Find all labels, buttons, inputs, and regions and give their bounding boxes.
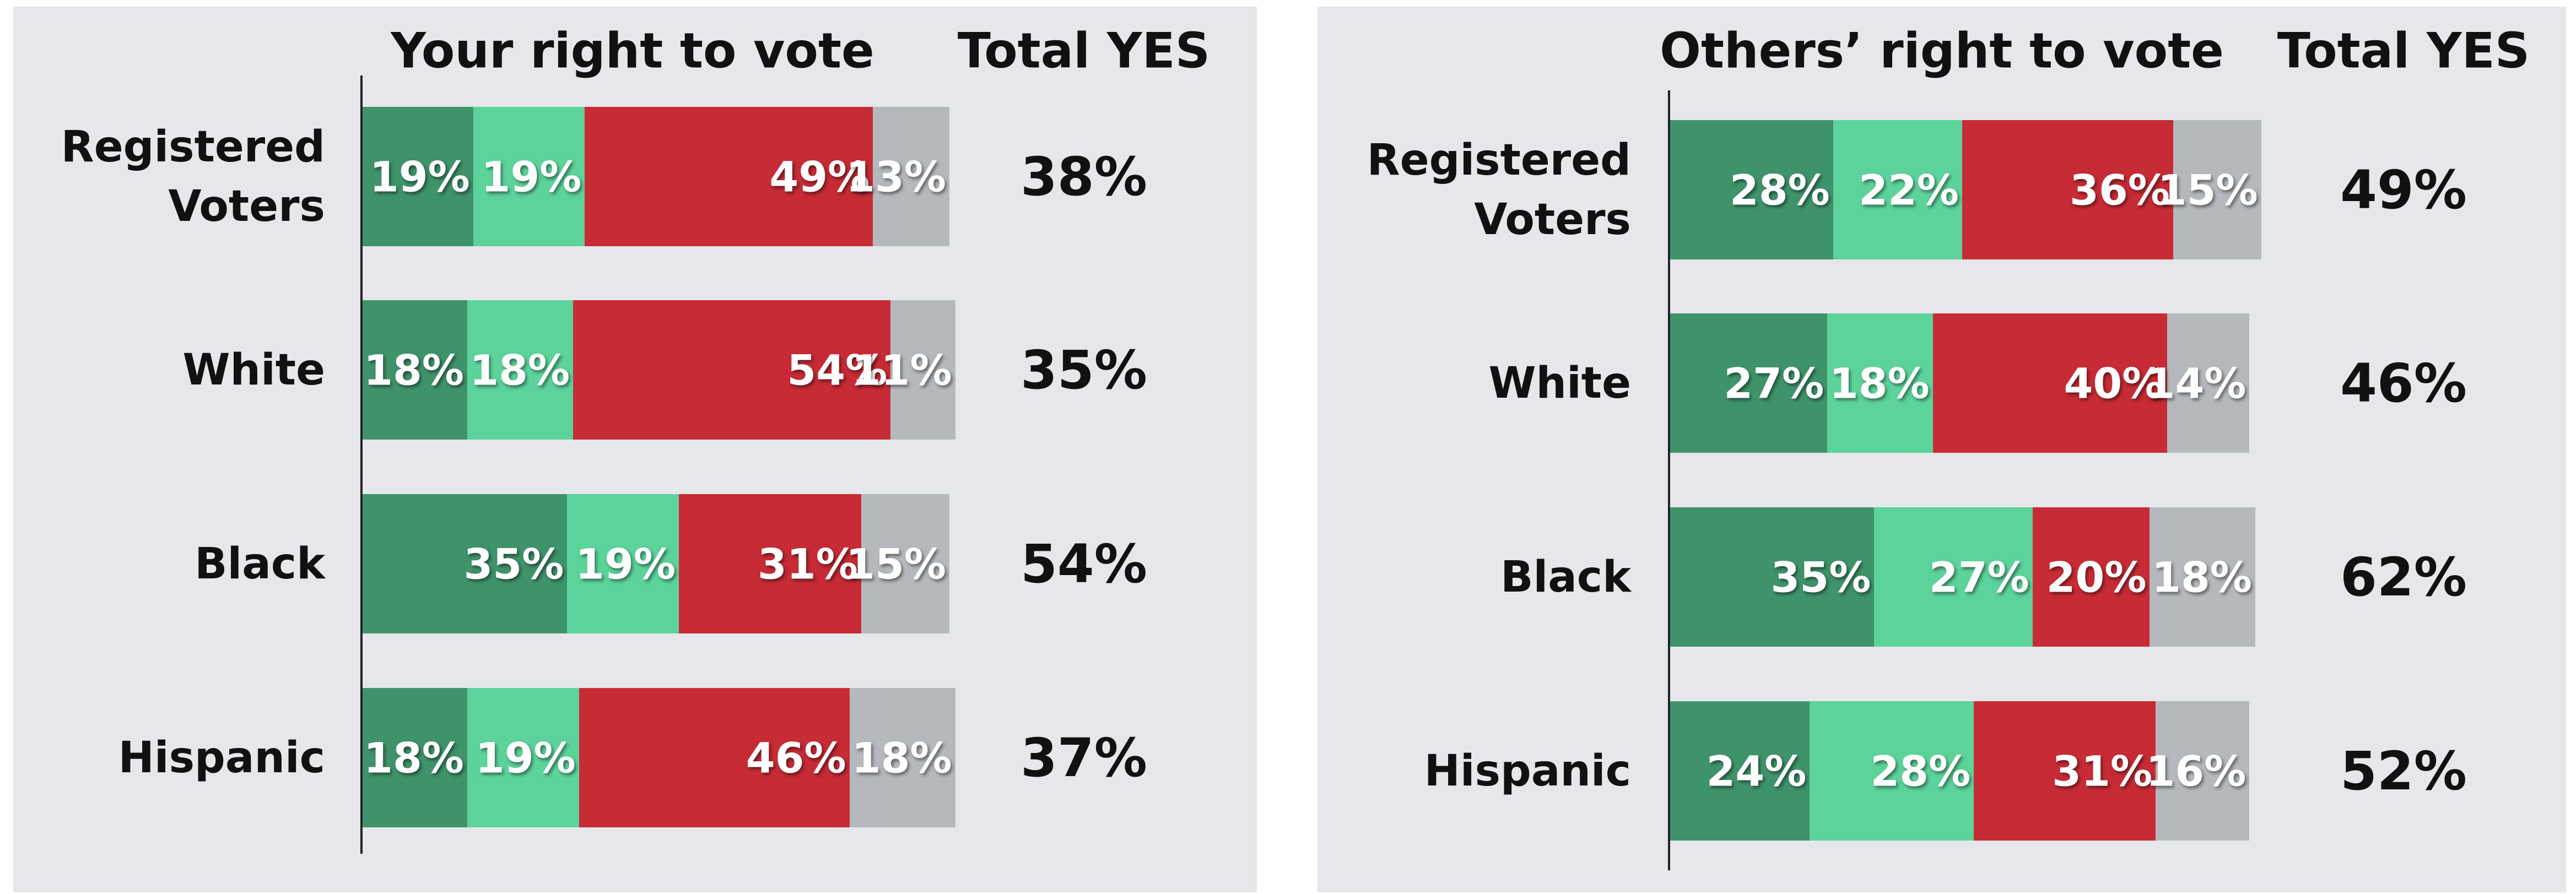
data-label: 54% (787, 345, 888, 394)
bar-segment (2167, 313, 2250, 453)
data-label: 36% (2070, 165, 2170, 214)
axis-line (1668, 90, 1670, 870)
category-label: White (1488, 358, 1632, 408)
data-label: 46% (746, 733, 846, 782)
bar-segment (861, 494, 949, 633)
bar-segment (849, 688, 955, 827)
data-label: 11% (851, 345, 952, 394)
bar-segment (585, 107, 873, 246)
data-label: 14% (2146, 359, 2246, 408)
bar-segment (679, 494, 861, 633)
bar-segment (467, 300, 574, 440)
category-label: Black (195, 539, 325, 589)
bar-segment (1833, 120, 1962, 259)
bar-segment (1962, 120, 2174, 259)
total-value: 38% (1020, 145, 1147, 208)
category-label: Registered Voters (1367, 135, 1631, 245)
total-value: 54% (1020, 533, 1147, 595)
data-label: 35% (463, 539, 564, 588)
total-value: 52% (2340, 740, 2467, 802)
total-value: 37% (1020, 727, 1147, 789)
bar-segment (1669, 701, 1810, 841)
category-label: Black (1500, 552, 1631, 602)
bar-segment (1669, 120, 1833, 259)
data-label: 18% (364, 733, 465, 782)
data-label: 31% (2052, 746, 2153, 795)
bar-segment (361, 300, 468, 440)
total-value: 35% (1020, 339, 1147, 401)
data-label: 24% (1706, 746, 1807, 795)
data-label: 15% (2157, 165, 2258, 214)
bar-segment (1669, 507, 1875, 647)
data-label: 27% (1929, 552, 2029, 602)
bar-segment (361, 688, 468, 827)
data-label: 19% (475, 733, 576, 782)
bar-segment (567, 494, 679, 633)
data-label: 15% (846, 539, 946, 588)
totals-header: Total YES (2277, 22, 2530, 79)
data-label: 13% (846, 152, 946, 201)
chart-title: Others’ right to vote (1660, 22, 2224, 79)
total-value: 62% (2340, 546, 2467, 608)
bar-segment (890, 300, 955, 440)
bar-segment (579, 688, 850, 827)
bar-segment (473, 107, 585, 246)
data-label: 40% (2064, 359, 2164, 408)
data-label: 18% (469, 345, 570, 394)
total-value: 46% (2340, 352, 2467, 414)
category-label: Hispanic (1424, 746, 1631, 796)
bar-segment (2150, 507, 2255, 647)
data-label: 31% (758, 539, 858, 588)
axis-line (360, 75, 363, 854)
bar-segment (873, 107, 949, 246)
bar-segment (2173, 120, 2261, 259)
bar-segment (1874, 507, 2033, 647)
data-label: 18% (2152, 552, 2252, 602)
category-label: Registered Voters (61, 122, 325, 231)
category-label: Hispanic (118, 733, 325, 783)
data-label: 28% (1730, 165, 1830, 214)
bar-segment (2156, 701, 2250, 841)
data-label: 18% (1829, 359, 1930, 408)
bar-segment (361, 107, 473, 246)
bar-segment (467, 688, 579, 827)
data-label: 22% (1859, 165, 1959, 214)
data-label: 28% (1870, 746, 1971, 795)
data-label: 19% (369, 152, 470, 201)
data-label: 20% (2046, 552, 2147, 602)
data-label: 35% (1770, 552, 1871, 602)
data-label: 18% (851, 733, 952, 782)
data-label: 16% (2146, 746, 2246, 795)
bar-segment (1827, 313, 1933, 453)
bar-segment (1974, 701, 2156, 841)
data-label: 27% (1724, 359, 1824, 408)
bar-segment (1810, 701, 1974, 841)
category-label: White (182, 345, 326, 395)
data-label: 19% (575, 539, 676, 588)
bar-segment (573, 300, 891, 440)
data-label: 18% (364, 345, 465, 394)
chart-title: Your right to vote (391, 22, 874, 79)
totals-header: Total YES (957, 22, 1211, 79)
bar-segment (2032, 507, 2150, 647)
bar-segment (1932, 313, 2168, 453)
bar-segment (1669, 313, 1828, 453)
bar-segment (361, 494, 568, 633)
total-value: 49% (2340, 159, 2467, 221)
data-label: 49% (769, 152, 870, 201)
data-label: 19% (481, 152, 582, 201)
